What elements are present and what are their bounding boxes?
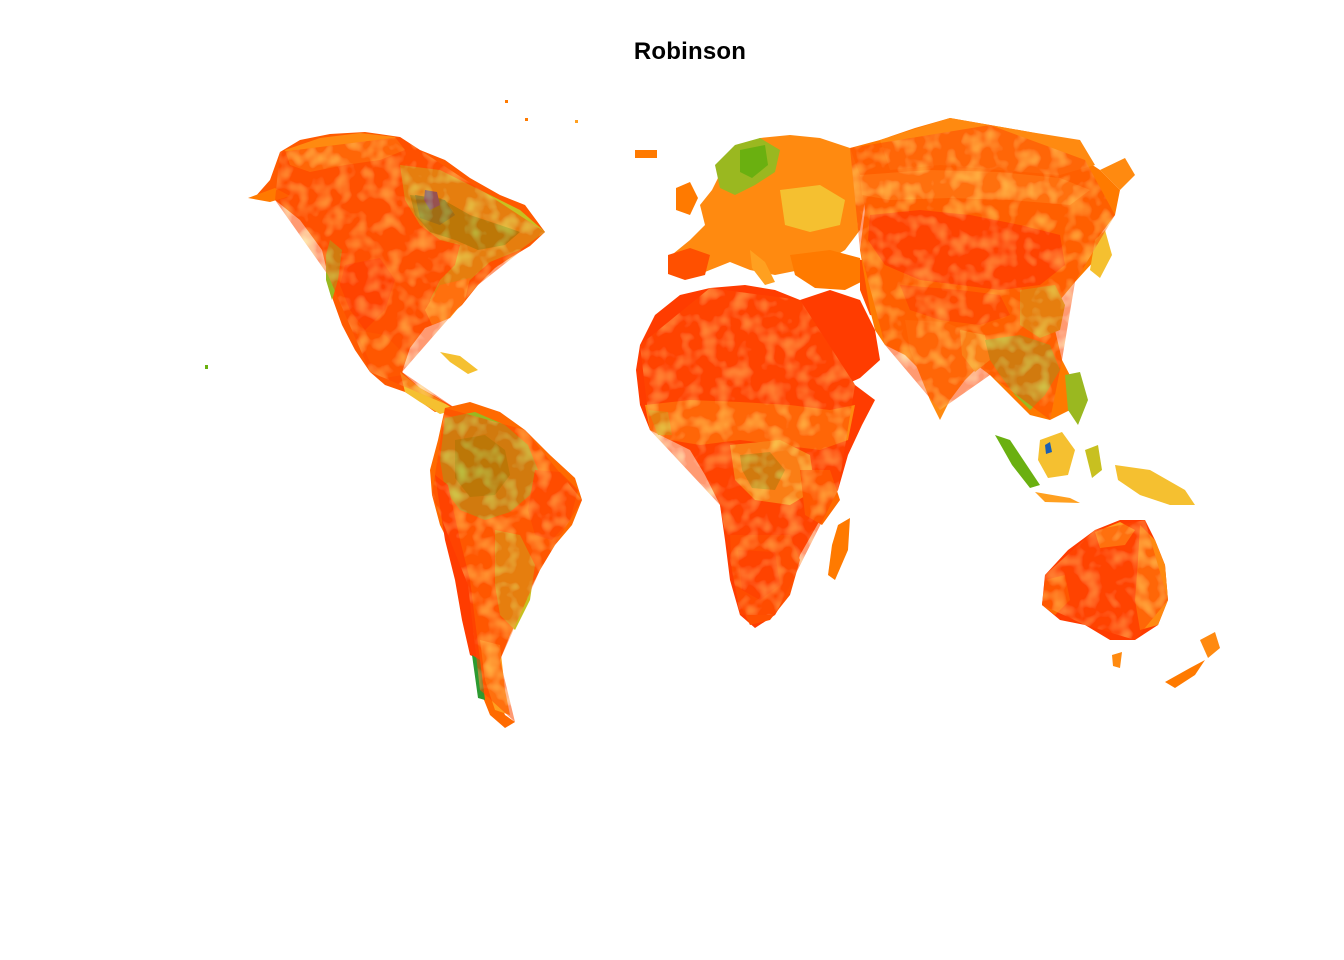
new-guinea [1115,465,1195,505]
greenland-fragments [205,100,657,369]
maritime-southeast-asia [995,372,1195,505]
tasmania [1112,652,1122,668]
scandinavia-forest [740,145,768,178]
madagascar [828,518,850,580]
new-zealand-south [1165,660,1205,688]
europe [668,135,865,285]
sulawesi [1085,445,1102,478]
east-europe-fields [780,185,845,232]
british-isles [676,182,698,215]
anatolia-levant [790,250,865,290]
kamchatka [1100,158,1135,190]
map-title: Robinson [633,38,747,65]
iberia [668,248,710,280]
borneo [1038,432,1075,478]
java [1035,492,1080,503]
texture-overlay [275,125,1168,722]
sumatra [995,435,1040,488]
europe-landmass [668,135,865,278]
borneo-blue [1045,442,1052,454]
new-zealand-north [1200,632,1220,658]
caribbean-islands [440,352,478,374]
italy [750,250,775,285]
philippines [1065,372,1088,425]
arabian-peninsula [800,290,880,385]
